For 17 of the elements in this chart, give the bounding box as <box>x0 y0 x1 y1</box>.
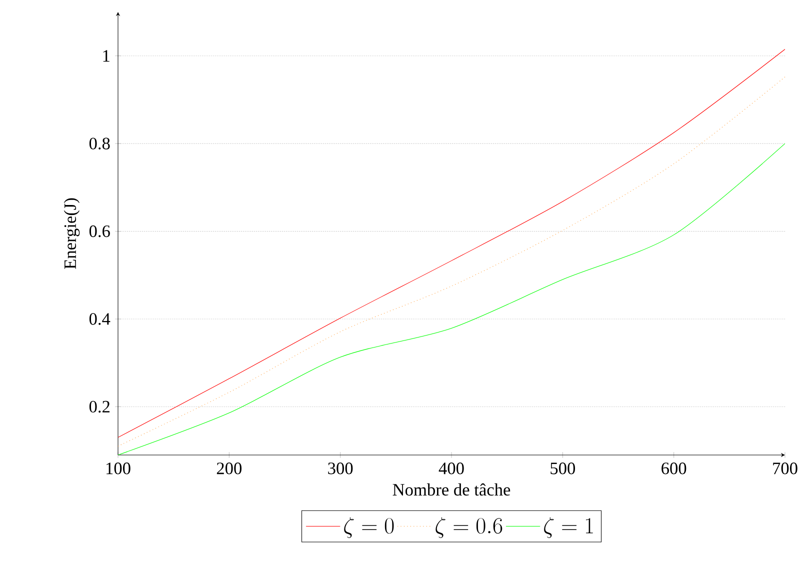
legend-label: $\zeta = 0$ <box>344 517 394 538</box>
x-tick-label: 400 <box>438 462 464 474</box>
legend-label: $\zeta = 0.6$ <box>436 517 502 538</box>
y-tick-label: 0.2 <box>89 400 110 413</box>
x-tick-label: 600 <box>662 462 686 474</box>
y-tick-label: 0.4 <box>89 313 110 325</box>
x-tick-label: 300 <box>328 462 353 474</box>
x-tick-label: 100 <box>106 462 130 474</box>
y-tick-label: 0.8 <box>89 138 110 150</box>
x-tick-label: 700 <box>773 462 798 474</box>
x-tick-label: 200 <box>216 462 242 474</box>
y-axis-title: Energie(J) <box>64 198 80 269</box>
x-tick-label: 500 <box>550 462 576 474</box>
x-axis-title: Nombre de tâche <box>392 483 510 496</box>
legend-label: $\zeta = 1$ <box>544 517 593 538</box>
y-tick-label: 1 <box>103 50 110 62</box>
y-tick-label: 0.6 <box>89 225 110 238</box>
